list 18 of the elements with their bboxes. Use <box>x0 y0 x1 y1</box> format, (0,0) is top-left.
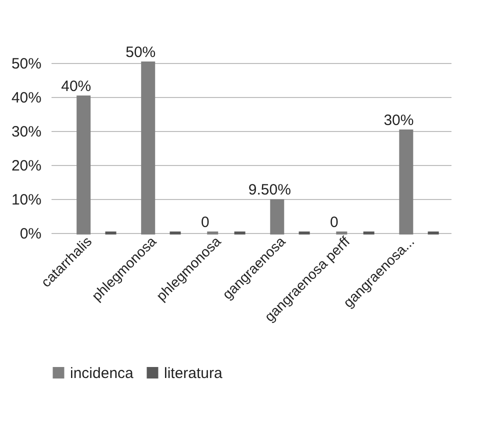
y-tick-label: 10% <box>11 192 42 208</box>
y-tick-label: 50% <box>11 56 42 72</box>
y-tick-label: 30% <box>11 124 42 140</box>
bar <box>399 130 414 234</box>
data-label: 50% <box>126 44 156 61</box>
data-label: 40% <box>61 78 92 95</box>
bar <box>76 96 91 234</box>
y-tick-label: 40% <box>11 90 42 106</box>
legend-label: literatura <box>164 364 224 382</box>
data-label: 0 <box>200 214 210 231</box>
data-label: 9.50% <box>248 182 291 199</box>
y-tick-label: 20% <box>11 158 42 174</box>
bar <box>141 62 156 234</box>
bar <box>270 199 284 234</box>
legend-label: incidenca <box>70 364 134 382</box>
y-tick-label: 0% <box>20 226 42 242</box>
data-label: 0 <box>330 214 338 231</box>
data-label: 30% <box>384 112 414 129</box>
